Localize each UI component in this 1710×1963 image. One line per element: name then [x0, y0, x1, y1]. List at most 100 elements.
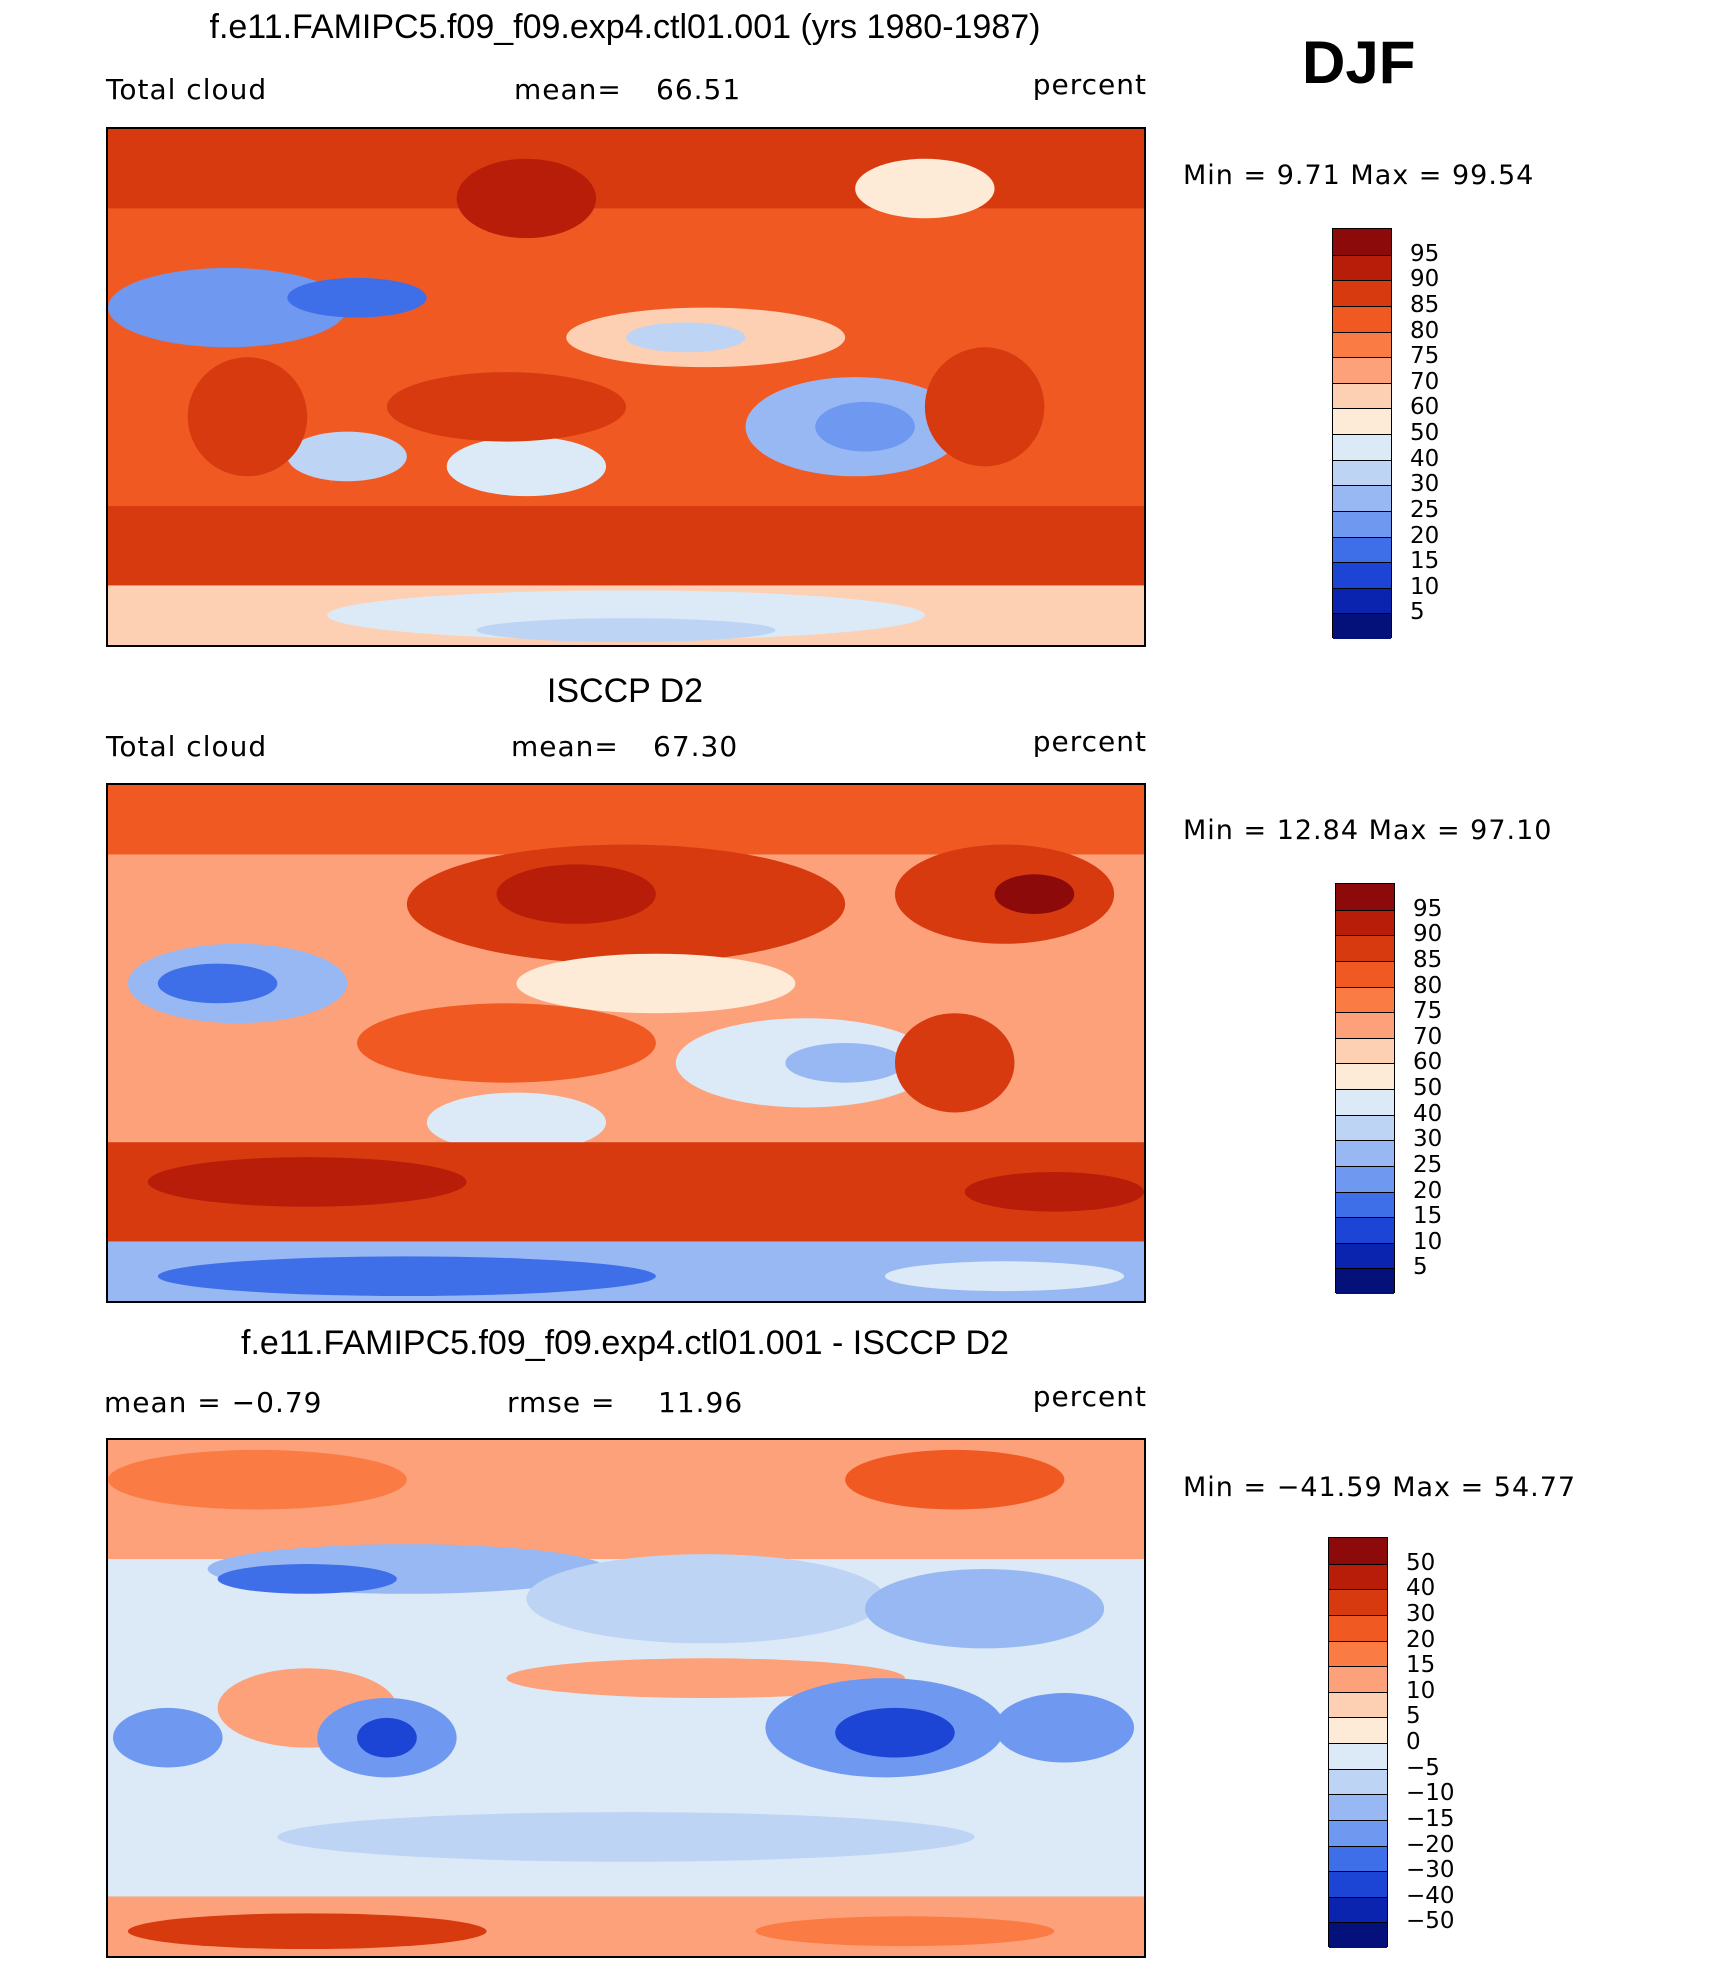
colorbar-tick-label: −30	[1406, 1857, 1455, 1884]
colorbar-tick-label: 75	[1410, 343, 1440, 370]
colorbar-tick-label: 50	[1406, 1549, 1436, 1576]
colorbar-tick-label: 15	[1406, 1652, 1436, 1679]
colorbar-tick-label: 75	[1413, 998, 1443, 1025]
panel3-mean: mean = −0.79	[104, 1386, 323, 1419]
colorbar-swatch	[1333, 382, 1391, 409]
panel3-rmse-value: 11.96	[658, 1386, 744, 1419]
panel2-map-field	[108, 785, 1144, 1301]
colorbar-tick-label: 25	[1410, 496, 1440, 523]
colorbar-swatch	[1333, 254, 1391, 281]
panel1-minmax: Min = 9.71 Max = 99.54	[1183, 160, 1535, 191]
colorbar-swatch	[1336, 935, 1394, 961]
colorbar-tick-label: 30	[1413, 1126, 1443, 1153]
colorbar-swatch	[1333, 357, 1391, 383]
colorbar-tick-label: 40	[1413, 1100, 1443, 1127]
colorbar-swatch	[1329, 1666, 1387, 1692]
colorbar-tick-label: 85	[1410, 291, 1440, 318]
colorbar-swatch	[1333, 280, 1391, 306]
colorbar-tick-label: −10	[1406, 1780, 1455, 1807]
colorbar-swatch	[1329, 1922, 1387, 1948]
panel3-title: f.e11.FAMIPC5.f09_f09.exp4.ctl01.001 - I…	[241, 1324, 1009, 1362]
colorbar-tick-label: 95	[1413, 895, 1443, 922]
colorbar-swatch	[1329, 1691, 1387, 1718]
colorbar-tick-label: 10	[1413, 1228, 1443, 1255]
colorbar-tick-label: 5	[1406, 1703, 1421, 1730]
colorbar-tick-label: 15	[1413, 1203, 1443, 1230]
colorbar-swatch	[1336, 1012, 1394, 1038]
colorbar-swatch	[1336, 1191, 1394, 1218]
colorbar-tick-label: 5	[1413, 1254, 1428, 1281]
panel1-map	[106, 127, 1146, 647]
panel1-mean-label: mean=	[514, 73, 622, 106]
panel2-title: ISCCP D2	[546, 672, 704, 710]
colorbar-tick-label: −40	[1406, 1882, 1455, 1909]
colorbar-swatch	[1329, 1794, 1387, 1820]
colorbar-tick-label: 80	[1410, 317, 1440, 344]
colorbar-swatch	[1329, 1896, 1387, 1923]
panel2-map	[106, 783, 1146, 1303]
colorbar-tick-label: 20	[1410, 522, 1440, 549]
colorbar-swatch	[1329, 1589, 1387, 1615]
colorbar-swatch	[1333, 562, 1391, 588]
colorbar-swatch	[1333, 485, 1391, 511]
panel1-left-label: Total cloud	[106, 73, 268, 106]
colorbar-swatch	[1329, 1563, 1387, 1590]
colorbar-tick-label: 70	[1410, 368, 1440, 395]
colorbar-swatch	[1336, 909, 1394, 936]
panel2-mean-label: mean=	[511, 730, 619, 763]
colorbar-swatch	[1333, 229, 1391, 255]
colorbar-tick-label: −20	[1406, 1831, 1455, 1858]
colorbar-tick-label: 15	[1410, 548, 1440, 575]
colorbar-swatch	[1336, 986, 1394, 1013]
panel1-title: f.e11.FAMIPC5.f09_f09.exp4.ctl01.001 (yr…	[209, 8, 1041, 46]
colorbar-swatch	[1336, 1165, 1394, 1192]
colorbar-swatch	[1333, 536, 1391, 563]
colorbar-swatch	[1333, 305, 1391, 332]
colorbar-tick-label: 25	[1413, 1151, 1443, 1178]
panel3-minmax: Min = −41.59 Max = 54.77	[1183, 1472, 1577, 1503]
colorbar-tick-label: 0	[1406, 1729, 1421, 1755]
colorbar-tick-label: 30	[1406, 1600, 1436, 1627]
colorbar-tick-label: −50	[1406, 1908, 1455, 1935]
colorbar-tick-label: 60	[1413, 1049, 1443, 1076]
colorbar-tick-label: 60	[1410, 394, 1440, 421]
colorbar-swatch	[1336, 1140, 1394, 1166]
colorbar-swatch	[1336, 1242, 1394, 1269]
colorbar-swatch	[1336, 1217, 1394, 1243]
panel1-mean-value: 66.51	[656, 73, 742, 106]
colorbar-swatch	[1336, 1114, 1394, 1141]
colorbar-tick-label: 40	[1406, 1575, 1436, 1602]
panel2-units: percent	[1032, 725, 1147, 758]
colorbar-swatch	[1336, 1063, 1394, 1089]
colorbar-tick-label: 10	[1406, 1677, 1436, 1704]
colorbar-swatch	[1329, 1871, 1387, 1897]
colorbar-tick-label: 30	[1410, 471, 1440, 498]
colorbar-swatch	[1329, 1640, 1387, 1667]
panel3-colorbar	[1328, 1537, 1388, 1948]
colorbar-swatch	[1333, 434, 1391, 460]
colorbar-swatch	[1329, 1819, 1387, 1846]
colorbar-swatch	[1329, 1717, 1387, 1743]
colorbar-tick-label: 50	[1413, 1075, 1443, 1101]
panel2-mean-value: 67.30	[653, 730, 739, 763]
panel3-map-field	[108, 1440, 1144, 1956]
colorbar-swatch	[1333, 408, 1391, 434]
colorbar-swatch	[1329, 1614, 1387, 1641]
colorbar-tick-label: 5	[1410, 599, 1425, 626]
colorbar-tick-label: 95	[1410, 240, 1440, 267]
colorbar-swatch	[1333, 510, 1391, 537]
colorbar-tick-label: 50	[1410, 420, 1440, 446]
colorbar-swatch	[1336, 1089, 1394, 1115]
panel2-left-label: Total cloud	[106, 730, 268, 763]
colorbar-swatch	[1329, 1768, 1387, 1795]
colorbar-tick-label: −5	[1406, 1754, 1440, 1781]
colorbar-tick-label: 90	[1410, 266, 1440, 293]
panel2-minmax: Min = 12.84 Max = 97.10	[1183, 815, 1553, 846]
colorbar-swatch	[1333, 613, 1391, 639]
panel2-colorbar	[1335, 883, 1395, 1294]
panel3-rmse-label: rmse =	[507, 1386, 616, 1419]
colorbar-tick-label: 85	[1413, 946, 1443, 973]
colorbar-tick-label: 20	[1413, 1177, 1443, 1204]
colorbar-swatch	[1329, 1538, 1387, 1564]
colorbar-swatch	[1333, 331, 1391, 358]
